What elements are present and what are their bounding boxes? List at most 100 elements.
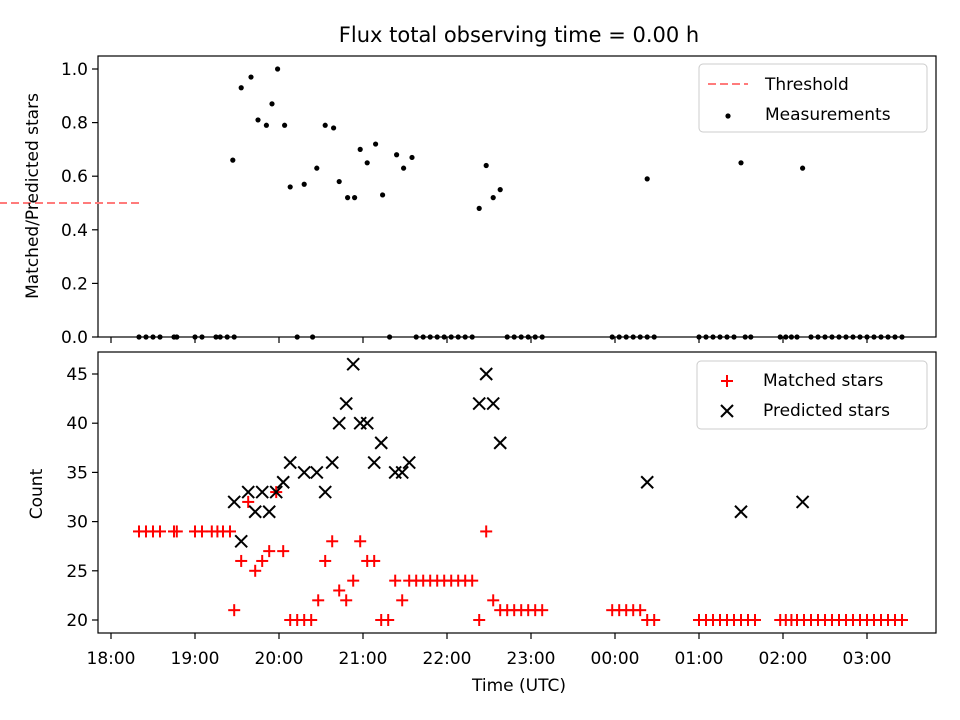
measurement-point: [476, 205, 482, 211]
measurement-point: [504, 334, 510, 340]
measurement-point: [525, 334, 531, 340]
measurement-point: [822, 334, 828, 340]
bottom-y-tick-label: 40: [66, 414, 88, 434]
matched-star-point: [263, 545, 276, 558]
measurement-point: [174, 334, 180, 340]
legend-predicted-label: Predicted stars: [763, 401, 890, 421]
x-tick-label: 21:00: [339, 649, 388, 669]
matched-star-point: [347, 574, 360, 587]
matched-star-point: [382, 614, 395, 626]
measurement-point: [742, 334, 748, 340]
measurement-point: [748, 334, 754, 340]
matched-star-point: [319, 554, 332, 567]
matched-star-point: [396, 594, 409, 607]
predicted-star-point: [310, 465, 324, 480]
measurement-point: [301, 181, 307, 187]
measurement-point: [269, 101, 275, 107]
measurement-point: [352, 195, 358, 201]
measurement-point: [427, 334, 433, 340]
matched-star-point: [154, 525, 166, 538]
predicted-star-point: [795, 495, 810, 509]
bottom-data-marks: [133, 357, 908, 626]
predicted-star-point: [734, 505, 748, 519]
predicted-star-point: [262, 505, 276, 519]
matched-star-point: [326, 535, 339, 548]
predicted-star-point: [493, 436, 507, 450]
x-tick-label: 00:00: [591, 649, 640, 669]
measurement-point: [623, 334, 629, 340]
measurement-point: [413, 334, 419, 340]
measurement-point: [336, 178, 342, 185]
top-plot-frame: [97, 55, 937, 338]
measurement-point: [815, 334, 821, 340]
measurement-point: [511, 334, 517, 340]
measurement-point: [630, 334, 636, 340]
measurement-point: [794, 334, 800, 340]
measurement-point: [441, 334, 447, 340]
measurement-point: [401, 165, 407, 171]
measurement-point: [497, 187, 503, 193]
legend-predicted-marker: [720, 404, 734, 418]
predicted-star-point: [374, 436, 388, 450]
measurement-point: [843, 334, 849, 340]
top-x-ticks: [110, 337, 868, 343]
measurement-point: [738, 160, 744, 166]
measurement-point: [651, 334, 657, 340]
top-legend: Threshold Measurements: [698, 63, 928, 133]
predicted-star-point: [297, 465, 311, 480]
predicted-star-point: [367, 455, 381, 470]
measurement-point: [224, 334, 230, 340]
measurement-point: [717, 334, 723, 340]
top-y-tick-label: 0.2: [61, 274, 88, 294]
measurement-point: [455, 334, 461, 340]
matched-star-point: [224, 525, 236, 538]
matched-star-point: [389, 574, 402, 587]
bottom-y-ticks: 20 25 30 35 40 45: [66, 365, 98, 631]
measurement-point: [150, 334, 156, 340]
measurement-point: [345, 195, 351, 201]
top-y-tick-label: 0.8: [61, 114, 88, 134]
bottom-legend: Matched stars Predicted stars: [696, 360, 928, 430]
x-tick-label: 19:00: [171, 649, 220, 669]
measurement-point: [609, 334, 615, 340]
measurement-point: [878, 334, 884, 340]
measurement-point: [294, 334, 300, 340]
measurement-point: [248, 74, 254, 80]
top-legend-box: [698, 63, 928, 133]
predicted-star-point: [318, 485, 332, 499]
measurement-point: [255, 117, 261, 123]
matched-star-point: [305, 614, 318, 626]
predicted-star-point: [346, 357, 360, 371]
x-tick-label: 22:00: [423, 649, 472, 669]
measurement-point: [899, 334, 905, 340]
measurement-point: [783, 334, 789, 340]
bottom-y-tick-label: 25: [66, 562, 88, 582]
bottom-x-ticks: 18:00 19:00 20:00 21:00 22:00 23:00 00:00 01:00…: [87, 633, 892, 669]
bottom-y-axis-label: Count: [27, 468, 47, 519]
measurement-point: [373, 141, 379, 147]
bottom-plot-frame: [97, 351, 937, 634]
measurement-point: [322, 122, 328, 128]
x-tick-label: 23:00: [507, 649, 556, 669]
measurement-point: [143, 334, 149, 340]
predicted-star-point: [255, 485, 269, 499]
legend-measurements-label: Measurements: [765, 105, 891, 125]
measurement-point: [885, 334, 891, 340]
top-y-axis-label: Matched/Predicted stars: [23, 93, 43, 299]
predicted-star-point: [339, 396, 353, 411]
matched-star-point: [466, 574, 479, 587]
measurement-point: [469, 334, 475, 340]
measurement-point: [871, 334, 877, 340]
predicted-star-point: [640, 475, 654, 489]
predicted-star-point: [283, 455, 297, 470]
measurement-point: [263, 122, 269, 128]
predicted-star-point: [402, 455, 416, 470]
chart-title: Flux total observing time = 0.00 h: [339, 23, 699, 47]
matched-star-point: [480, 525, 493, 538]
predicted-star-point: [486, 396, 500, 411]
x-axis-label: Time (UTC): [471, 676, 566, 696]
measurement-point: [703, 334, 709, 340]
top-y-tick-label: 0.6: [61, 167, 88, 187]
predicted-star-point: [395, 465, 409, 480]
